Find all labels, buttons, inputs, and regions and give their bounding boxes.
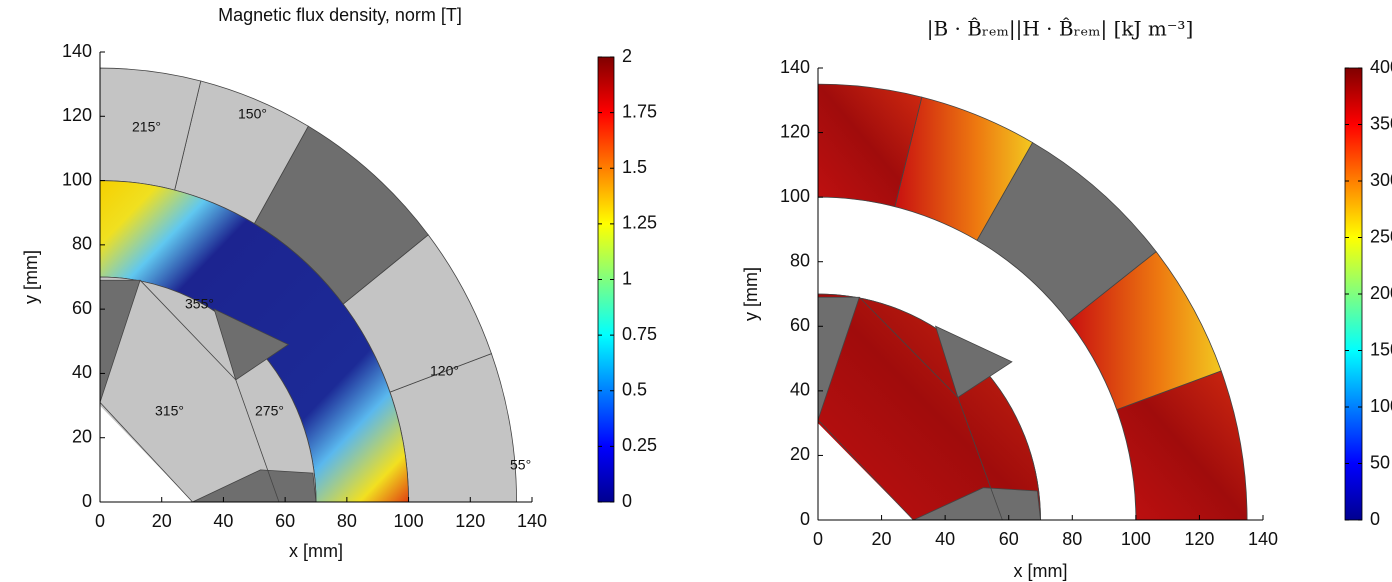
colorbar-label: 1.25 [622, 213, 657, 233]
colorbar-label: 0.75 [622, 324, 657, 344]
x-axis-label: x [mm] [289, 541, 343, 561]
y-tick-label: 20 [72, 426, 92, 446]
y-tick-label: 40 [72, 362, 92, 382]
segment-edge [140, 280, 236, 380]
field-plot [818, 84, 1247, 520]
y-tick-label: 0 [82, 491, 92, 511]
y-tick-label: 60 [790, 315, 810, 335]
y-tick-label: 60 [72, 298, 92, 318]
x-tick-label: 120 [1184, 529, 1214, 549]
colorbar-label: 150 [1370, 339, 1392, 359]
segment-edge [100, 402, 193, 502]
y-tick-label: 0 [800, 509, 810, 529]
y-tick-label: 100 [780, 186, 810, 206]
x-tick-label: 80 [1062, 529, 1082, 549]
segment-edge [958, 397, 1003, 520]
chart-title: Magnetic flux density, norm [T] [218, 5, 462, 25]
segment-edge [236, 380, 279, 502]
x-tick-label: 60 [275, 511, 295, 531]
colorbar-label: 300 [1370, 170, 1392, 190]
y-tick-label: 80 [790, 250, 810, 270]
y-tick-label: 140 [62, 41, 92, 61]
y-axis-label: y [mm] [21, 250, 41, 304]
x-tick-label: 140 [1248, 529, 1278, 549]
y-axis-label: y [mm] [741, 267, 761, 321]
magnetization-angle: 315° [155, 403, 184, 419]
y-tick-label: 120 [780, 121, 810, 141]
colorbar-label: 1.5 [622, 157, 647, 177]
field-plot [100, 68, 517, 502]
colorbar-label: 400 [1370, 57, 1392, 77]
y-tick-label: 20 [790, 444, 810, 464]
x-tick-label: 20 [872, 529, 892, 549]
x-tick-label: 140 [517, 511, 547, 531]
colorbar-label: 2 [622, 46, 632, 66]
colorbar-label: 1.75 [622, 101, 657, 121]
x-tick-label: 40 [213, 511, 233, 531]
y-tick-label: 40 [790, 380, 810, 400]
magnetization-angle: 55° [510, 457, 531, 473]
x-tick-label: 120 [455, 511, 485, 531]
void [100, 405, 193, 502]
x-tick-label: 0 [813, 529, 823, 549]
segment-edge [859, 297, 958, 397]
x-tick-label: 0 [95, 511, 105, 531]
iron-piece [214, 309, 288, 380]
y-tick-label: 100 [62, 169, 92, 189]
x-tick-label: 40 [935, 529, 955, 549]
colorbar-label: 350 [1370, 113, 1392, 133]
colorbar-label: 0 [1370, 509, 1380, 529]
colorbar-label: 200 [1370, 283, 1392, 303]
x-tick-label: 100 [394, 511, 424, 531]
magnetization-angle: 275° [255, 403, 284, 419]
colorbar-label: 0 [622, 491, 632, 511]
y-tick-label: 80 [72, 234, 92, 254]
x-axis-label: x [mm] [1014, 561, 1068, 581]
magnetization-angle: 355° [185, 296, 214, 312]
colorbar-label: 0.25 [622, 435, 657, 455]
x-tick-label: 60 [999, 529, 1019, 549]
segment-edge [818, 420, 913, 520]
chart-title: |B · B̂ᵣₑₘ||H · B̂ᵣₑₘ| [kJ m⁻³] [927, 17, 1194, 42]
colorbar-label: 250 [1370, 226, 1392, 246]
colorbar-label: 100 [1370, 396, 1392, 416]
magnetization-angle: 215° [132, 119, 161, 135]
y-tick-label: 140 [780, 57, 810, 77]
magnetization-angle: 120° [430, 363, 459, 379]
x-tick-label: 80 [337, 511, 357, 531]
y-tick-label: 120 [62, 105, 92, 125]
magnetization-angle: 150° [238, 106, 267, 122]
colorbar-label: 50 [1370, 452, 1390, 472]
iron-piece [936, 326, 1012, 397]
x-tick-label: 100 [1121, 529, 1151, 549]
colorbar-label: 0.5 [622, 380, 647, 400]
x-tick-label: 20 [152, 511, 172, 531]
colorbar-label: 1 [622, 268, 632, 288]
